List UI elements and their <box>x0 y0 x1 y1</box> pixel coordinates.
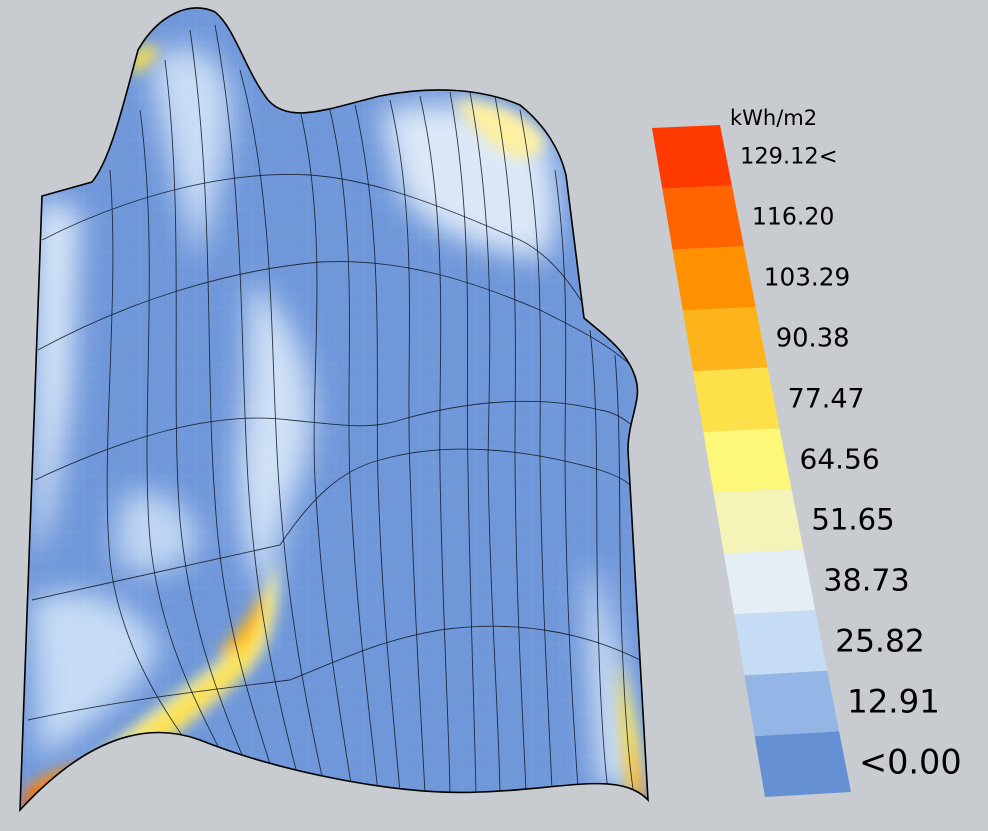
legend-label: 129.12< <box>740 143 838 169</box>
surface-outline <box>19 7 649 813</box>
legend-swatch <box>744 670 840 737</box>
legend-swatch <box>693 367 780 433</box>
legend-unit: kWh/m2 <box>730 106 817 130</box>
legend-label: 25.82 <box>835 624 925 660</box>
legend-labels: 129.12< 116.20 103.29 90.38 77.47 64.56 51.65 3… <box>740 143 962 781</box>
legend-swatch <box>662 185 744 250</box>
legend-swatch <box>754 731 851 797</box>
legend-swatch <box>703 428 792 493</box>
legend-swatch <box>672 246 756 311</box>
legend-swatches <box>652 125 851 797</box>
legend-label: <0.00 <box>859 743 962 782</box>
legend-label: 12.91 <box>847 683 940 721</box>
legend-label: 116.20 <box>752 203 835 231</box>
legend-label: 51.65 <box>811 503 894 537</box>
iso-curves-vertical <box>106 24 635 797</box>
legend-label: 103.29 <box>764 263 850 292</box>
legend-swatch <box>682 306 768 372</box>
surface-mesh <box>20 7 648 810</box>
legend-swatch <box>713 488 804 554</box>
legend-label: 77.47 <box>788 384 865 415</box>
iso-curves-horizontal <box>27 174 641 721</box>
legend-label: 64.56 <box>800 443 880 476</box>
color-legend: kWh/m2 129.12< 116.20 103.29 90.38 77.47 64.5… <box>652 106 962 797</box>
mesh-pixels <box>20 7 648 810</box>
legend-swatch <box>723 549 816 615</box>
legend-swatch <box>652 125 732 189</box>
legend-swatch <box>734 610 828 676</box>
legend-label: 90.38 <box>776 324 850 354</box>
legend-label: 38.73 <box>823 564 909 599</box>
